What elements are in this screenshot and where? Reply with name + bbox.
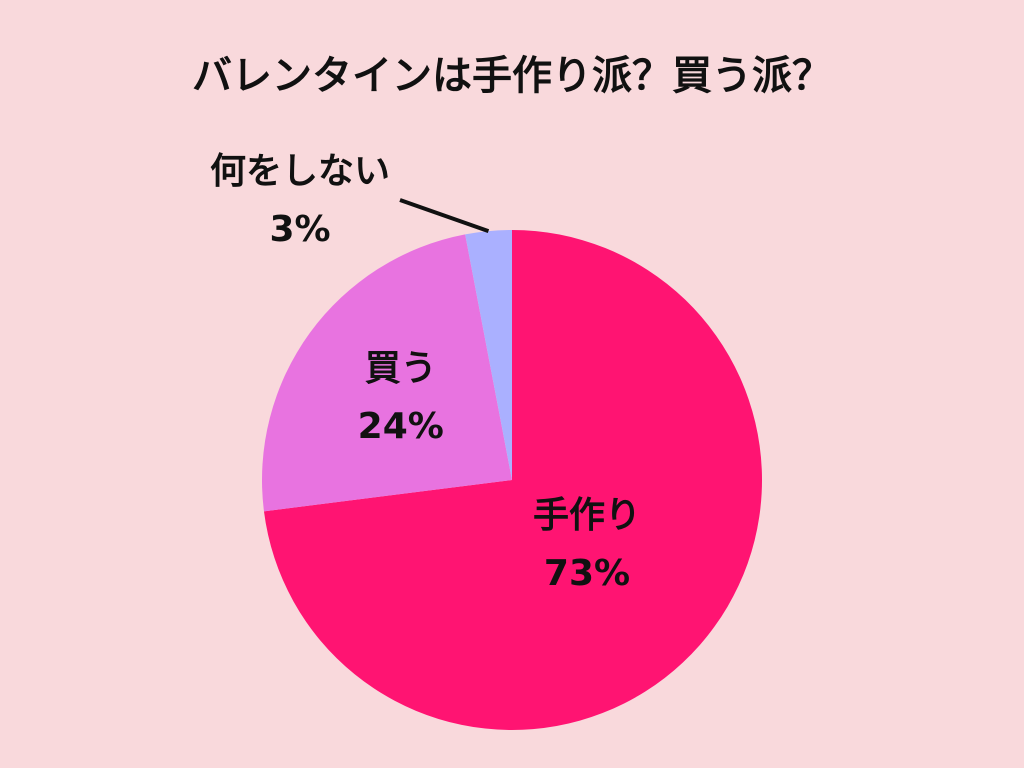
- chart-title: バレンタインは手作り派？買う派？: [192, 53, 832, 99]
- slice-value-label: 3%: [269, 209, 330, 250]
- pie-slice: [261, 234, 512, 512]
- slice-value-label: 24%: [358, 406, 444, 447]
- slice-label: 買う: [365, 348, 437, 389]
- slice-value-label: 73%: [544, 553, 630, 594]
- pie-slice: [465, 230, 512, 480]
- slice-label: 何をしない: [210, 151, 390, 192]
- slice-label: 手作り: [533, 495, 641, 536]
- leader-line: [399, 198, 490, 233]
- pie-slice: [263, 230, 762, 730]
